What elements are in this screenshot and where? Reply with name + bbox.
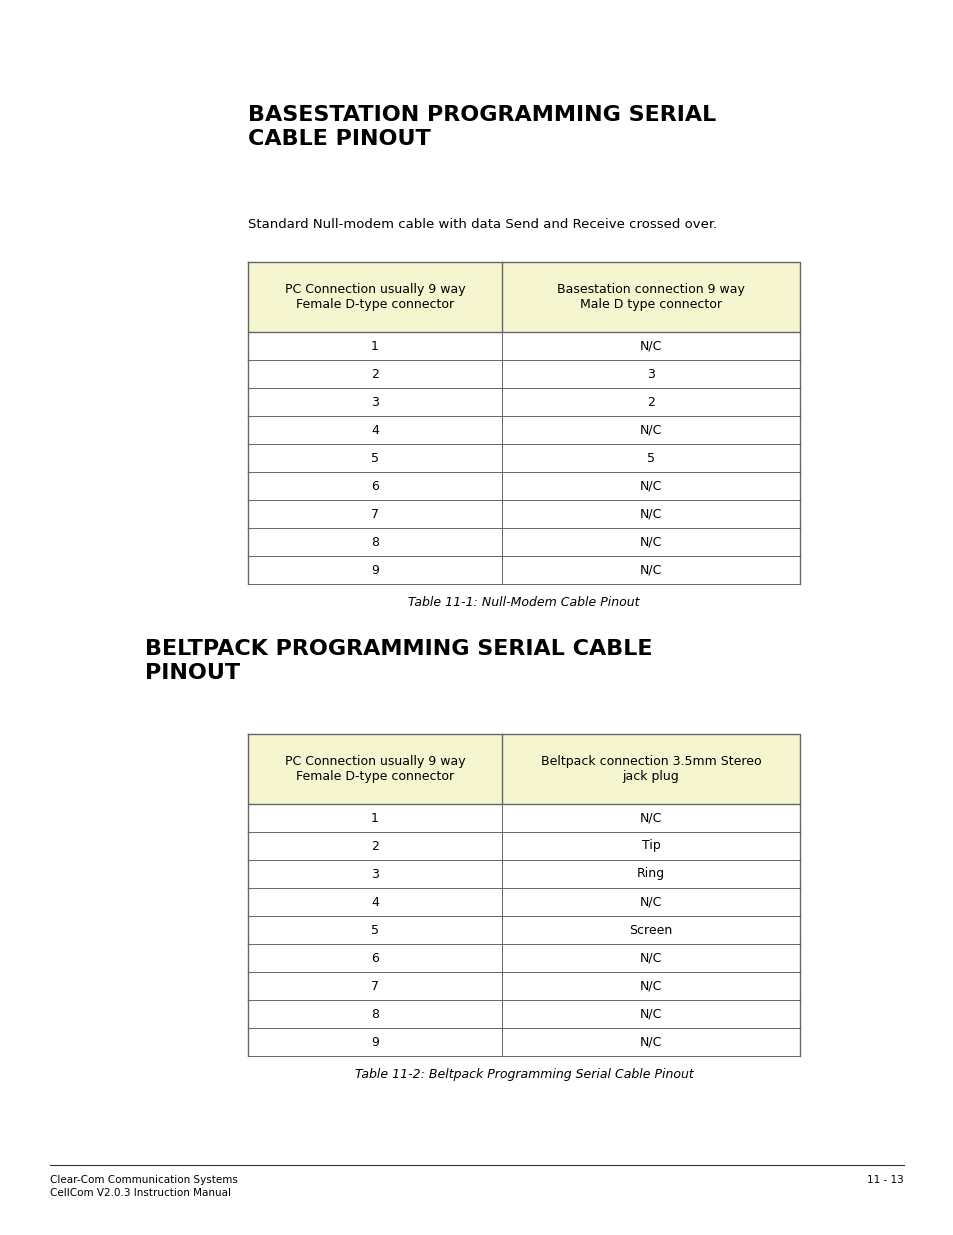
Bar	[248, 734, 800, 804]
Text: Screen: Screen	[629, 924, 672, 936]
Text: Table 11-1: Null-Modem Cable Pinout: Table 11-1: Null-Modem Cable Pinout	[408, 597, 639, 609]
Text: 11 - 13: 11 - 13	[866, 1174, 903, 1186]
Text: 1: 1	[371, 340, 378, 352]
Text: 5: 5	[371, 452, 378, 464]
Text: 3: 3	[371, 395, 378, 409]
Text: N/C: N/C	[639, 951, 661, 965]
Text: 7: 7	[371, 979, 378, 993]
Text: PC Connection usually 9 way
Female D-type connector: PC Connection usually 9 way Female D-typ…	[284, 755, 465, 783]
Text: Tip: Tip	[641, 840, 659, 852]
Text: BELTPACK PROGRAMMING SERIAL CABLE
PINOUT: BELTPACK PROGRAMMING SERIAL CABLE PINOUT	[145, 638, 652, 683]
Text: N/C: N/C	[639, 979, 661, 993]
Text: 9: 9	[371, 563, 378, 577]
Text: Beltpack connection 3.5mm Stereo
jack plug: Beltpack connection 3.5mm Stereo jack pl…	[540, 755, 760, 783]
Text: N/C: N/C	[639, 563, 661, 577]
Text: 7: 7	[371, 508, 378, 520]
Bar	[248, 262, 800, 332]
Text: N/C: N/C	[639, 424, 661, 436]
Text: N/C: N/C	[639, 1008, 661, 1020]
Text: N/C: N/C	[639, 895, 661, 909]
Text: N/C: N/C	[639, 1035, 661, 1049]
Text: Table 11-2: Beltpack Programming Serial Cable Pinout: Table 11-2: Beltpack Programming Serial …	[355, 1068, 693, 1081]
Text: Clear-Com Communication Systems
CellCom V2.0.3 Instruction Manual: Clear-Com Communication Systems CellCom …	[50, 1174, 237, 1198]
Text: 9: 9	[371, 1035, 378, 1049]
Text: 1: 1	[371, 811, 378, 825]
Text: 5: 5	[371, 924, 378, 936]
Text: N/C: N/C	[639, 479, 661, 493]
Text: N/C: N/C	[639, 508, 661, 520]
Text: 2: 2	[371, 840, 378, 852]
Text: N/C: N/C	[639, 811, 661, 825]
Text: N/C: N/C	[639, 536, 661, 548]
Text: 4: 4	[371, 424, 378, 436]
Text: 2: 2	[646, 395, 654, 409]
Text: 3: 3	[646, 368, 654, 380]
Text: 8: 8	[371, 1008, 378, 1020]
Text: 6: 6	[371, 951, 378, 965]
Text: Standard Null-modem cable with data Send and Receive crossed over.: Standard Null-modem cable with data Send…	[248, 219, 717, 231]
Text: 4: 4	[371, 895, 378, 909]
Text: BASESTATION PROGRAMMING SERIAL
CABLE PINOUT: BASESTATION PROGRAMMING SERIAL CABLE PIN…	[248, 105, 716, 149]
Text: 2: 2	[371, 368, 378, 380]
Text: N/C: N/C	[639, 340, 661, 352]
Text: 6: 6	[371, 479, 378, 493]
Text: Basestation connection 9 way
Male D type connector: Basestation connection 9 way Male D type…	[557, 283, 744, 311]
Text: PC Connection usually 9 way
Female D-type connector: PC Connection usually 9 way Female D-typ…	[284, 283, 465, 311]
Text: 8: 8	[371, 536, 378, 548]
Text: Ring: Ring	[637, 867, 664, 881]
Text: 5: 5	[646, 452, 655, 464]
Text: 3: 3	[371, 867, 378, 881]
